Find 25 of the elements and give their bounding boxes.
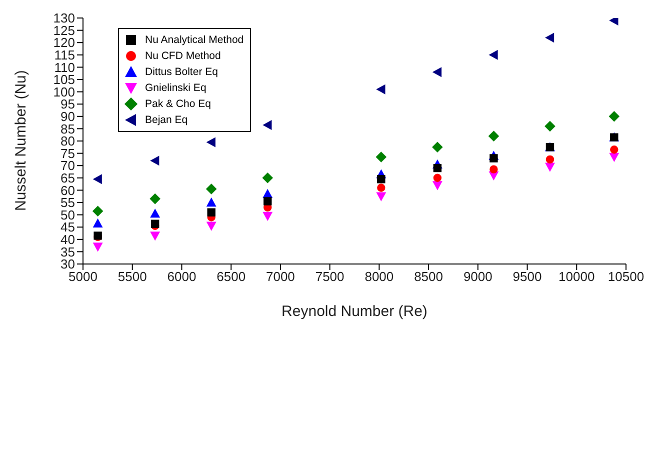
x-tick-label: 7000 — [266, 269, 295, 284]
x-tick-label: 5000 — [68, 269, 98, 284]
y-tick-label: 30 — [60, 256, 75, 272]
x-tick-label: 10500 — [608, 269, 644, 284]
legend-label: Bejan Eq — [145, 114, 188, 126]
y-axis-title: Nusselt Number (Nu) — [12, 70, 30, 211]
x-axis-title: Reynold Number (Re) — [282, 303, 428, 320]
y-tick-label: 95 — [60, 96, 75, 112]
x-tick-label: 7500 — [315, 269, 344, 284]
legend-label: Nu Analytical Method — [145, 34, 244, 46]
legend-label: Gnielinski Eq — [145, 82, 206, 94]
y-tick-label: 45 — [60, 220, 75, 235]
y-tick-label: 70 — [60, 158, 75, 174]
x-tick-label: 8000 — [364, 269, 394, 284]
y-tick-label: 120 — [53, 35, 75, 50]
x-tick-label: 8500 — [414, 269, 444, 284]
legend-label: Nu CFD Method — [145, 50, 221, 62]
x-tick-label: 6000 — [167, 269, 196, 284]
x-tick-label: 9000 — [463, 269, 492, 284]
x-tick-label: 10000 — [558, 269, 595, 284]
x-tick-label: 9500 — [512, 269, 542, 284]
x-tick-label: 5500 — [118, 269, 147, 284]
legend-label: Pak & Cho Eq — [145, 98, 211, 110]
x-tick-label: 6500 — [216, 269, 246, 284]
legend-label: Dittus Bolter Eq — [145, 66, 218, 78]
